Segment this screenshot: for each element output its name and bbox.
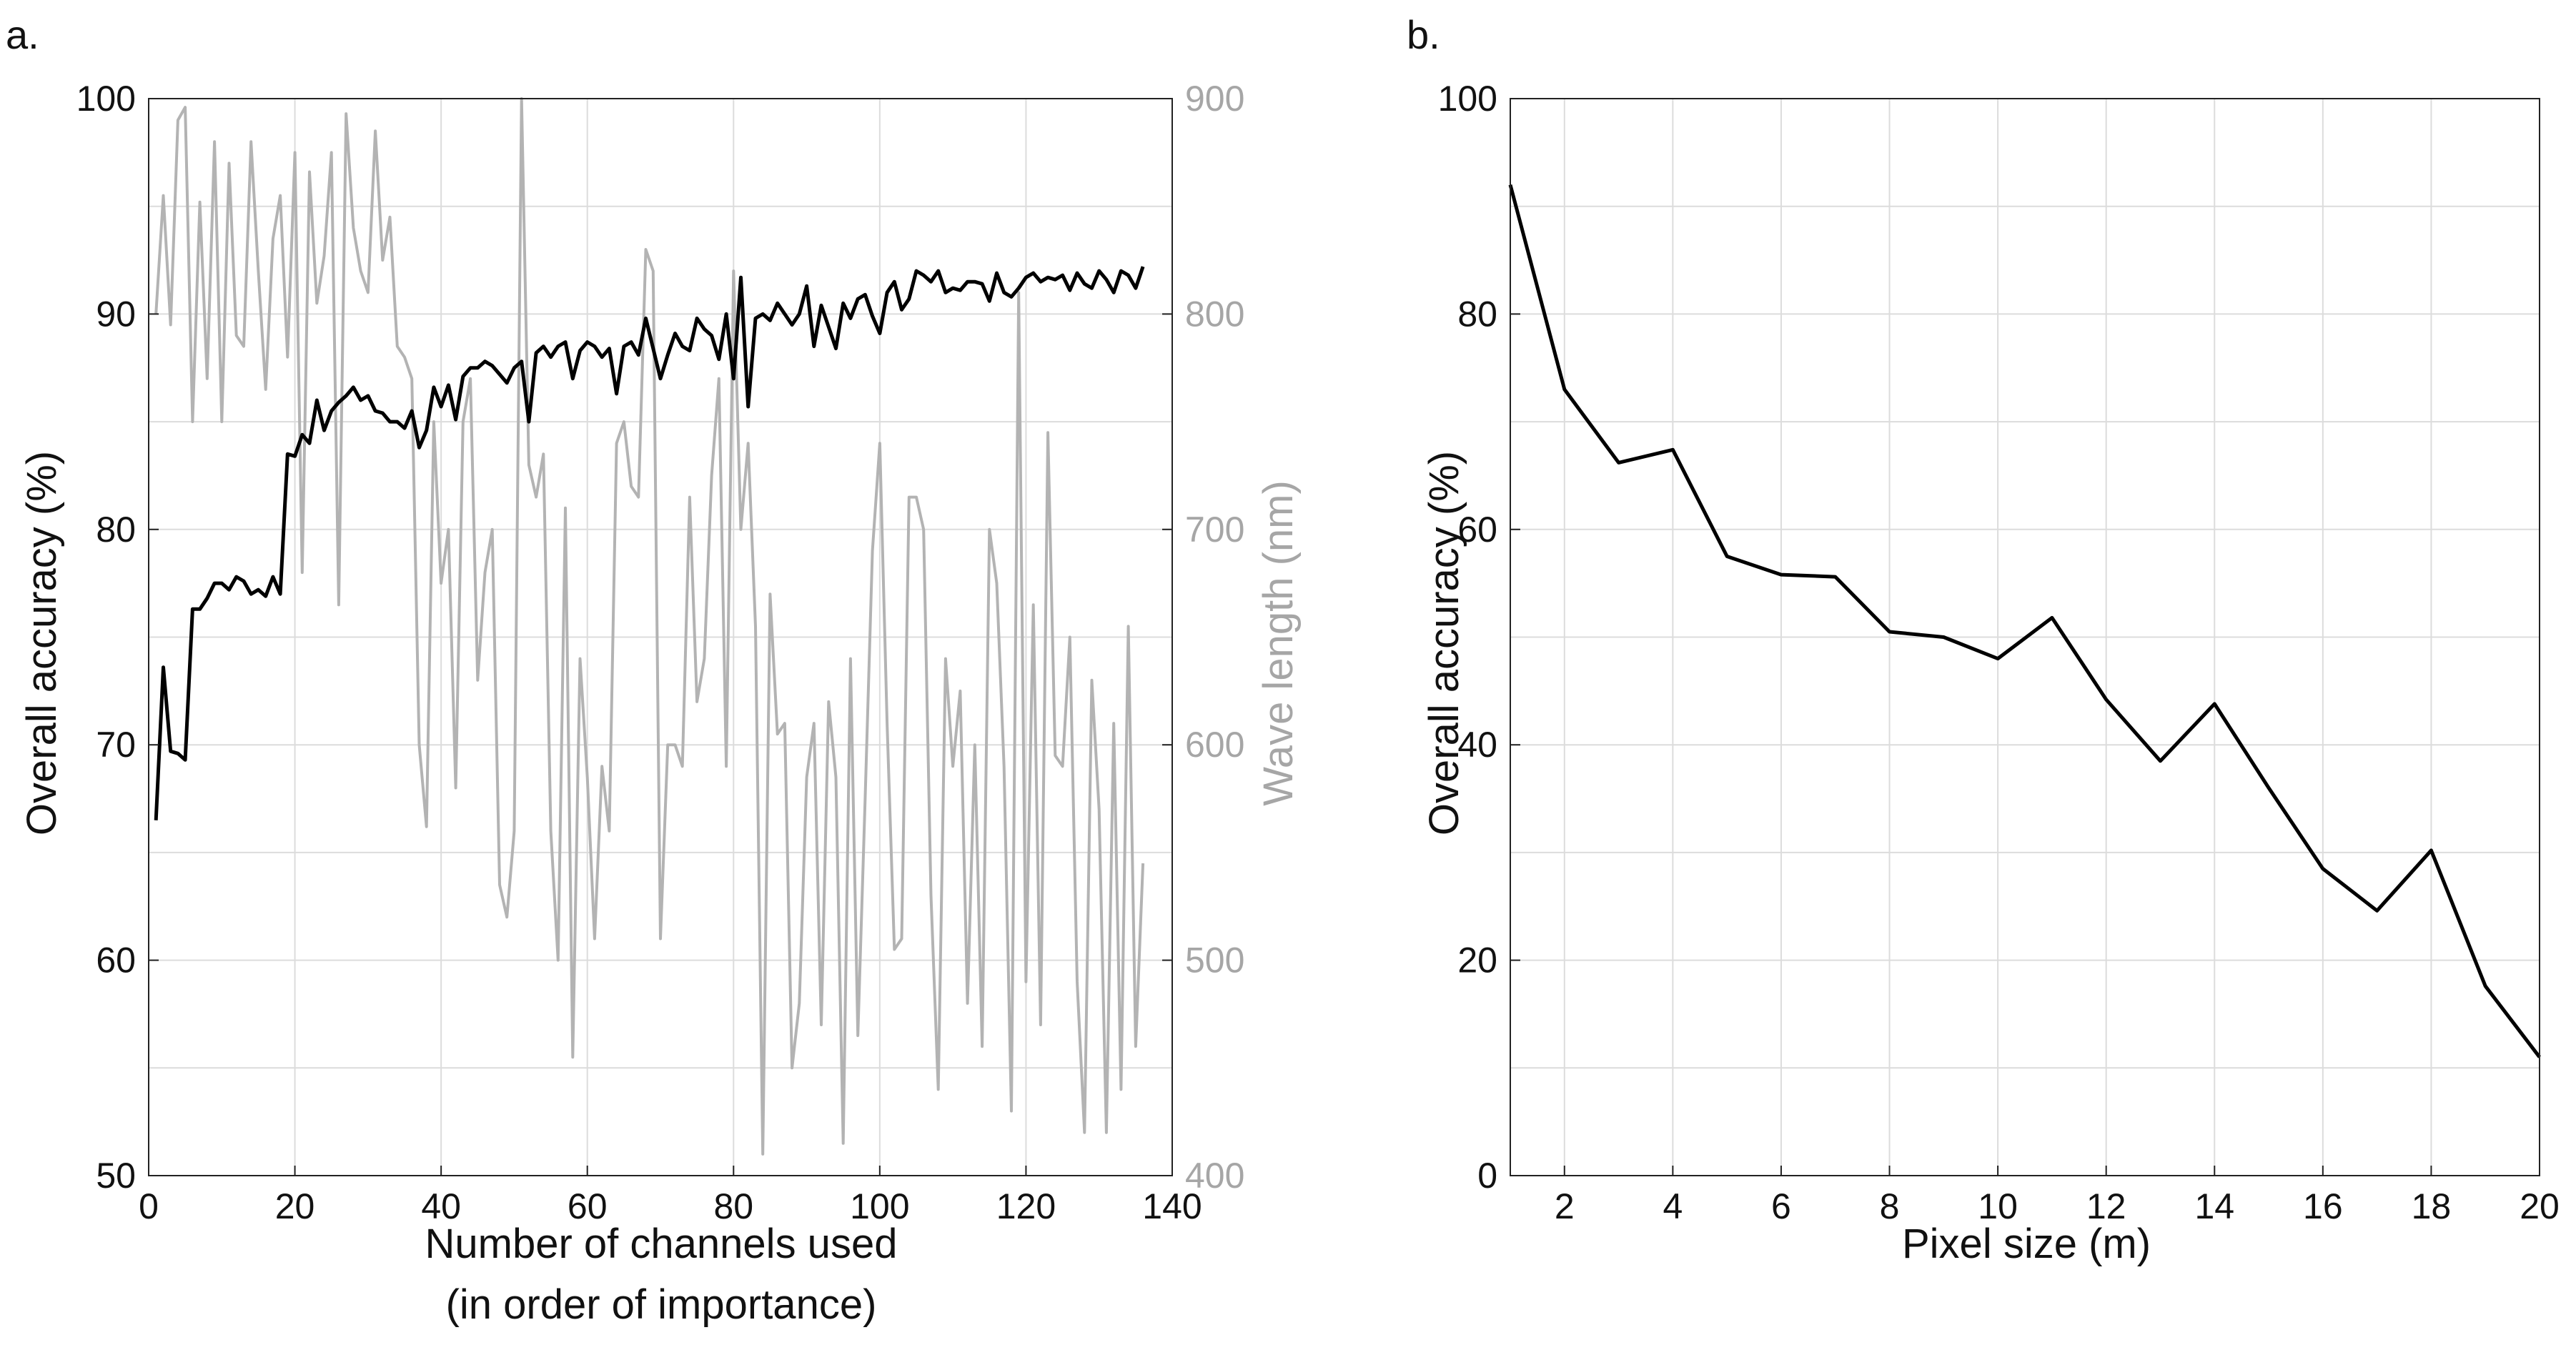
accuracy-line (154, 266, 1145, 820)
y-tick-label: 60 (1457, 510, 1497, 550)
accuracy-series (154, 266, 1145, 820)
x-tick-label: 18 (2412, 1186, 2452, 1226)
y2-tick-label: 600 (1185, 725, 1244, 765)
y2-tick-label: 400 (1185, 1156, 1244, 1196)
y2-tick-label: 500 (1185, 940, 1244, 981)
panel-a-plot-frame (148, 98, 1173, 1176)
y-tick-label: 60 (96, 940, 136, 981)
x-tick-label: 40 (421, 1186, 461, 1226)
y-tick-label: 100 (1438, 79, 1497, 119)
x-tick-label: 80 (713, 1186, 753, 1226)
panel-b-y-tick-labels: 0 20 40 60 80 100 (1438, 79, 1520, 1196)
panel-a-y-axis-label: Overall accuracy (%) (19, 451, 65, 835)
x-tick-label: 14 (2194, 1186, 2234, 1226)
x-tick-label: 60 (568, 1186, 608, 1226)
x-tick-label: 4 (1663, 1186, 1683, 1226)
panel-a-label: a. (6, 12, 39, 57)
x-tick-label: 120 (996, 1186, 1056, 1226)
x-tick-label: 12 (2086, 1186, 2126, 1226)
y-tick-label: 70 (96, 725, 136, 765)
panel-a-chart: a. 0 20 40 60 80 100 120 140 50 60 70 80 90 100 400 5… (6, 12, 1302, 1328)
y2-tick-label: 900 (1185, 79, 1244, 119)
y2-tick-label: 800 (1185, 294, 1244, 334)
x-tick-label: 2 (1555, 1186, 1575, 1226)
y-tick-label: 0 (1477, 1156, 1497, 1196)
y-tick-label: 80 (1457, 294, 1497, 334)
panel-b-x-axis-label: Pixel size (m) (1902, 1221, 2151, 1267)
pixel-size-accuracy-series (1508, 184, 2541, 1058)
x-tick-label: 6 (1771, 1186, 1791, 1226)
panel-a-gridlines (148, 98, 1173, 1176)
panel-b-plot-frame (1510, 98, 2540, 1176)
x-tick-label: 8 (1880, 1186, 1900, 1226)
x-tick-label: 10 (1978, 1186, 2018, 1226)
panel-a-x-axis-label-line2: (in order of importance) (446, 1281, 877, 1328)
y-tick-label: 90 (96, 294, 136, 334)
panel-a-y-tick-labels: 50 60 70 80 90 100 (76, 79, 159, 1196)
y-tick-label: 40 (1457, 725, 1497, 765)
x-tick-label: 20 (275, 1186, 315, 1226)
y2-tick-label: 700 (1185, 510, 1244, 550)
panel-b-y-axis-label: Overall accuracy (%) (1421, 451, 1467, 835)
panel-a-x-axis-label: Number of channels used (425, 1221, 898, 1267)
pixel-size-accuracy-line (1508, 184, 2541, 1058)
x-tick-label: 16 (2303, 1186, 2343, 1226)
x-tick-label: 100 (850, 1186, 909, 1226)
wavelength-line (154, 97, 1145, 1156)
panel-a-x-tick-labels: 0 20 40 60 80 100 120 140 (139, 1166, 1202, 1226)
y-tick-label: 80 (96, 510, 136, 550)
panel-a-y2-axis-label: Wave length (nm) (1255, 480, 1302, 806)
y-tick-label: 100 (76, 79, 136, 119)
x-tick-label: 0 (139, 1186, 159, 1226)
panel-a-y2-tick-labels: 400 500 600 700 800 900 (1162, 79, 1244, 1196)
x-tick-label: 140 (1142, 1186, 1202, 1226)
wavelength-series (154, 97, 1145, 1156)
y-tick-label: 50 (96, 1156, 136, 1196)
panel-b-label: b. (1407, 12, 1440, 57)
panel-b-chart: b. 2 4 6 8 10 12 14 16 18 20 0 20 40 60 80 100 Pixel s… (1407, 12, 2560, 1267)
x-tick-label: 20 (2520, 1186, 2560, 1226)
panel-b-x-tick-labels: 2 4 6 8 10 12 14 16 18 20 (1555, 1166, 2560, 1226)
y-tick-label: 20 (1457, 940, 1497, 981)
